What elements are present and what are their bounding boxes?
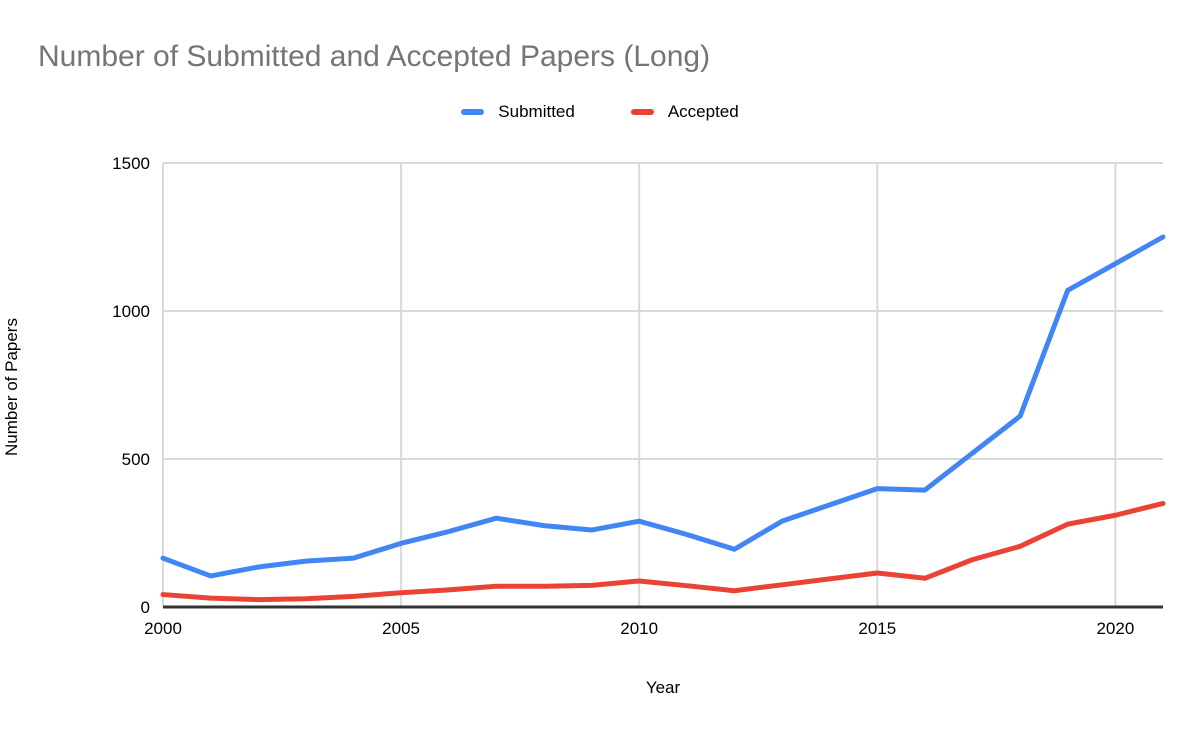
x-tick-label-2005: 2005 [382, 619, 420, 638]
legend-label-accepted: Accepted [667, 102, 739, 121]
legend-item-accepted: Accepted [630, 102, 739, 122]
legend-label-submitted: Submitted [498, 102, 575, 121]
y-tick-label-1000: 1000 [112, 302, 150, 321]
y-tick-label-0: 0 [141, 598, 150, 617]
series-line-accepted [160, 500, 1166, 603]
x-tick-label-2000: 2000 [144, 619, 182, 638]
x-tick-label-2015: 2015 [858, 619, 896, 638]
legend-swatch-submitted [461, 109, 485, 115]
legend-swatch-accepted [630, 109, 654, 115]
x-tick-label-2020: 2020 [1096, 619, 1134, 638]
x-axis-title: Year [645, 678, 681, 697]
y-tick-label-1500: 1500 [112, 154, 150, 173]
series-line-submitted [160, 234, 1166, 579]
legend-item-submitted: Submitted [461, 102, 575, 122]
chart-title: Number of Submitted and Accepted Papers … [38, 40, 711, 73]
legend: Submitted Accepted [0, 102, 1200, 122]
x-tick-label-2010: 2010 [620, 619, 658, 638]
y-axis-title: Number of Papers [2, 318, 21, 456]
y-tick-label-500: 500 [122, 450, 150, 469]
